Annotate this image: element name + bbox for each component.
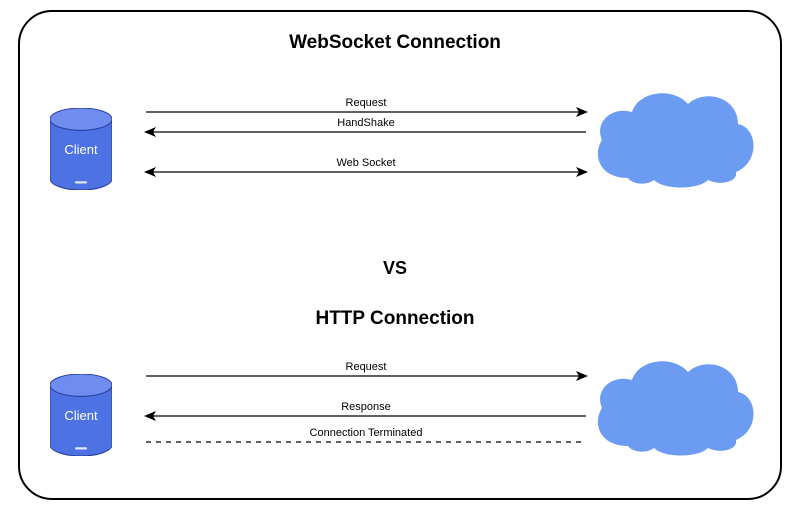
arrow-label-ws-1: HandShake bbox=[337, 117, 395, 129]
arrow-label-http-2: Connection Terminated bbox=[310, 427, 423, 439]
arrow-label-ws-0: Request bbox=[346, 97, 387, 109]
arrow-label-http-0: Request bbox=[346, 361, 387, 373]
diagram-canvas: WebSocket Connection VS HTTP Connection … bbox=[0, 0, 800, 509]
arrow-label-http-1: Response bbox=[341, 401, 391, 413]
arrow-label-ws-2: Web Socket bbox=[336, 157, 395, 169]
